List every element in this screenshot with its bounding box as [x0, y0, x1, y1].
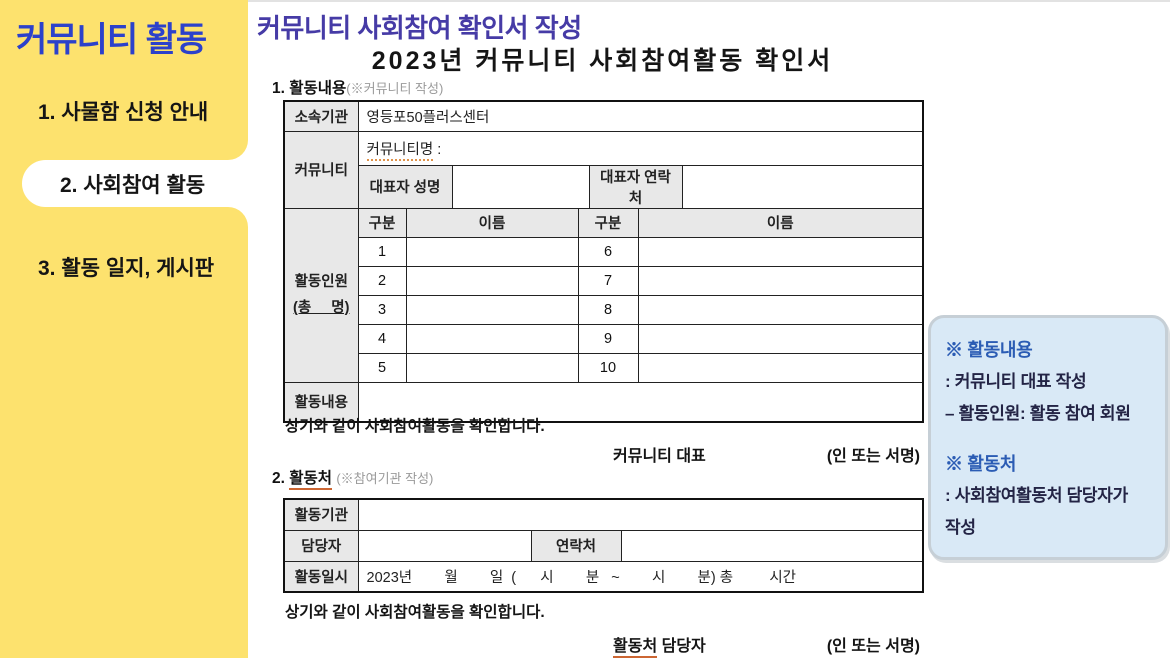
contact-label-cell: 연락처 — [530, 529, 622, 562]
name-header-right: 이름 — [637, 207, 924, 238]
confirm-statement-2: 상기와 같이 사회참여활동을 확인합니다. — [285, 604, 545, 621]
callout-note1-line2: – 활동인원: 활동 참여 회원 — [945, 404, 1131, 423]
rep-name-input-cell — [451, 164, 590, 209]
member-no-cell: 5 — [357, 352, 407, 383]
section2-note: (※참여기관 작성) — [336, 471, 434, 486]
section2-heading-text: 활동처 — [289, 470, 333, 490]
callout-note1-line1: : 커뮤니티 대표 작성 — [945, 372, 1087, 391]
member-no-cell: 3 — [357, 294, 407, 325]
member-name-cell — [637, 294, 924, 325]
confirm-statement-1: 상기와 같이 사회참여활동을 확인합니다. — [285, 418, 545, 435]
sign-note-2: (인 또는 서명) — [826, 638, 920, 655]
activity-content-input-cell — [357, 381, 924, 423]
signature-line-2: 활동처 담당자 (인 또는 서명) — [283, 632, 922, 658]
member-no-cell: 10 — [577, 352, 639, 383]
active-pill-bottom-corner — [228, 207, 248, 227]
member-name-cell — [637, 236, 924, 267]
member-no-cell: 9 — [577, 323, 639, 354]
member-no-cell: 7 — [577, 265, 639, 296]
name-header-left: 이름 — [405, 207, 579, 238]
rep-contact-label-cell: 대표자 연락처 — [588, 164, 683, 209]
activity-site-table: 활동기관 담당자 연락처 활동일시 2023년 월 일 ( 시 분 ~ 시 분)… — [283, 498, 925, 593]
callout-note2-line1: : 사회참여활동처 담당자가 — [945, 486, 1128, 505]
contact-input-cell — [620, 529, 924, 562]
note-callout: ※ 활동내용 : 커뮤니티 대표 작성 – 활동인원: 활동 참여 회원 ※ 활… — [928, 315, 1168, 560]
community-name-colon: : — [433, 141, 442, 158]
rep-name-label-cell: 대표자 성명 — [357, 164, 453, 209]
affiliation-label-cell: 소속기관 — [283, 100, 359, 132]
org-input-cell — [357, 498, 924, 531]
section1-heading: 1. 활동내용(※커뮤니티 작성) — [272, 76, 443, 98]
community-name-label: 커뮤니티명 — [366, 141, 434, 161]
members-label-cell: 활동인원 (총 명) — [283, 207, 359, 383]
rep-contact-input-cell — [681, 164, 924, 209]
org-label-cell: 활동기관 — [283, 498, 359, 531]
sign-note-1: (인 또는 서명) — [826, 448, 920, 465]
community-label-cell: 커뮤니티 — [283, 130, 359, 209]
sidebar-title: 커뮤니티 활동 — [16, 21, 207, 59]
member-name-cell — [405, 323, 579, 354]
member-name-cell — [405, 352, 579, 383]
member-no-cell: 6 — [577, 236, 639, 267]
datetime-label-cell: 활동일시 — [283, 560, 359, 593]
member-no-cell: 4 — [357, 323, 407, 354]
section1-heading-text: 1. 활동내용 — [272, 80, 347, 97]
manager-input-cell — [357, 529, 532, 562]
division-header-left: 구분 — [357, 207, 407, 238]
signer-label-2: 활동처 담당자 — [613, 632, 706, 658]
active-pill-top-corner — [228, 140, 248, 160]
member-no-cell: 1 — [357, 236, 407, 267]
members-label: 활동인원 — [294, 273, 348, 290]
page-title: 커뮤니티 사회참여 확인서 작성 — [257, 13, 582, 43]
member-row: 2 7 — [284, 265, 924, 296]
callout-note2-title: ※ 활동처 — [945, 454, 1017, 474]
sidebar-item-activity-journal-board[interactable]: 3. 활동 일지, 게시판 — [38, 257, 215, 280]
affiliation-value-cell: 영등포50플러스센터 — [357, 100, 924, 132]
sidebar-item-social-activity-label: 2. 사회참여 활동 — [60, 173, 206, 197]
member-name-cell — [637, 352, 924, 383]
member-row: 4 9 — [284, 323, 924, 354]
member-no-cell: 2 — [357, 265, 407, 296]
activity-table: 소속기관 영등포50플러스센터 커뮤니티 커뮤니티명 : 대표자 성명 대표자 … — [283, 100, 925, 423]
sidebar-item-locker-guide[interactable]: 1. 사물함 신청 안내 — [38, 101, 209, 124]
division-header-right: 구분 — [577, 207, 639, 238]
callout-note1-title: ※ 활동내용 — [945, 340, 1033, 360]
members-sublabel: (총 명) — [293, 300, 350, 316]
datetime-value-cell: 2023년 월 일 ( 시 분 ~ 시 분) 총 시간 — [357, 560, 924, 593]
document-title: 2023년 커뮤니티 사회참여활동 확인서 — [371, 47, 834, 75]
sidebar: 커뮤니티 활동 1. 사물함 신청 안내 2. 사회참여 활동 3. 활동 일지… — [0, 0, 248, 658]
manager-label-cell: 담당자 — [283, 529, 359, 562]
callout-spacer — [945, 430, 1153, 448]
member-row: 5 10 — [284, 352, 924, 383]
signer-label-1: 커뮤니티 대표 — [613, 448, 706, 465]
member-name-cell — [637, 265, 924, 296]
member-row: 3 8 — [284, 294, 924, 325]
member-name-cell — [637, 323, 924, 354]
activity-content-label-cell: 활동내용 — [283, 381, 359, 423]
community-name-cell: 커뮤니티명 : — [357, 130, 924, 166]
signature-line-1: 커뮤니티 대표 (인 또는 서명) — [283, 442, 922, 466]
section1-note: (※커뮤니티 작성) — [346, 81, 444, 96]
callout-note2-line2: 작성 — [945, 518, 976, 537]
section2-heading-prefix: 2. — [272, 470, 290, 487]
signer-label-2-em: 활동처 — [613, 638, 658, 658]
signer-label-2-rest: 담당자 — [657, 638, 706, 655]
member-name-cell — [405, 236, 579, 267]
section2-heading: 2. 활동처 (※참여기관 작성) — [272, 466, 434, 490]
member-name-cell — [405, 294, 579, 325]
member-no-cell: 8 — [577, 294, 639, 325]
top-edge-line — [248, 0, 1170, 2]
member-name-cell — [405, 265, 579, 296]
sidebar-item-social-activity[interactable]: 2. 사회참여 활동 — [22, 160, 248, 207]
member-row: 1 6 — [284, 236, 924, 267]
